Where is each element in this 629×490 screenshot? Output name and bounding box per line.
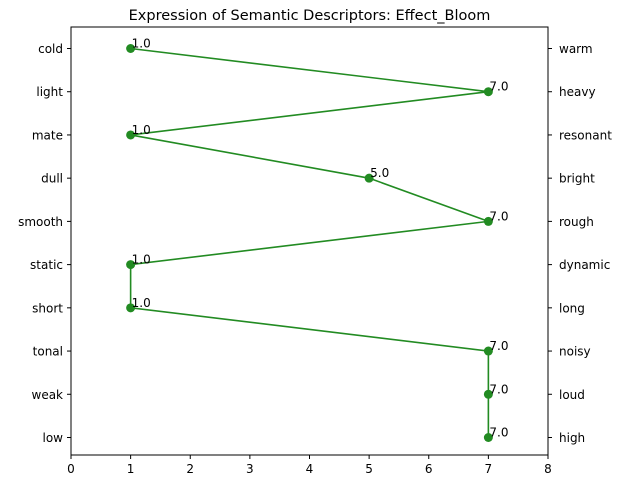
data-label: 7.0 (489, 339, 508, 353)
data-point (364, 173, 374, 183)
data-point (483, 216, 493, 226)
left-tick-label: mate (32, 128, 63, 142)
right-tick-label: resonant (559, 128, 612, 142)
x-tick-label: 3 (246, 462, 254, 476)
data-label: 1.0 (132, 123, 151, 137)
data-label: 1.0 (132, 296, 151, 310)
series-line (129, 47, 490, 438)
x-tick-label: 7 (485, 462, 493, 476)
x-tick-label: 1 (127, 462, 135, 476)
x-axis: 0 1 2 3 4 5 6 7 8 (67, 455, 552, 476)
data-label: 7.0 (489, 209, 508, 223)
right-tick-label: noisy (559, 345, 591, 359)
left-tick-label: smooth (18, 215, 63, 229)
data-points (126, 44, 493, 442)
x-tick-label: 6 (425, 462, 433, 476)
left-tick-label: static (30, 258, 63, 272)
data-label: 7.0 (489, 80, 508, 94)
data-label: 7.0 (489, 426, 508, 440)
right-tick-label: warm (559, 42, 593, 56)
right-axis: warm heavy resonant bright rough dynamic long n… (548, 42, 612, 445)
right-tick-label: dynamic (559, 258, 610, 272)
right-tick-label: rough (559, 215, 594, 229)
left-tick-label: weak (32, 388, 64, 402)
data-point (483, 346, 493, 356)
x-tick-label: 5 (365, 462, 373, 476)
left-tick-label: low (43, 431, 64, 445)
left-axis: cold light mate dull smooth static short tonal w… (18, 42, 71, 445)
data-label: 1.0 (132, 37, 151, 51)
right-tick-label: heavy (559, 85, 596, 99)
x-tick-label: 2 (186, 462, 194, 476)
data-label: 7.0 (489, 382, 508, 396)
data-point (126, 260, 136, 270)
data-labels: 1.0 7.0 1.0 5.0 7.0 1.0 1.0 7.0 7.0 7.0 (132, 37, 509, 440)
data-point (483, 389, 493, 399)
x-tick-label: 8 (544, 462, 552, 476)
left-tick-label: light (36, 85, 63, 99)
right-tick-label: long (559, 301, 585, 315)
data-label: 1.0 (132, 253, 151, 267)
left-tick-label: tonal (33, 345, 63, 359)
data-point (483, 433, 493, 442)
chart-title: Expression of Semantic Descriptors: Effe… (129, 8, 491, 24)
x-tick-label: 4 (306, 462, 314, 476)
data-point (126, 303, 136, 313)
data-point (126, 44, 136, 53)
plot-frame (70, 26, 549, 456)
right-tick-label: bright (559, 172, 595, 186)
right-tick-label: high (559, 431, 585, 445)
data-label: 5.0 (370, 166, 389, 180)
right-tick-label: loud (559, 388, 585, 402)
x-tick-label: 0 (67, 462, 75, 476)
left-tick-label: short (32, 301, 63, 315)
left-tick-label: dull (41, 172, 63, 186)
data-point (126, 130, 136, 140)
data-point (483, 87, 493, 97)
left-tick-label: cold (38, 42, 63, 56)
